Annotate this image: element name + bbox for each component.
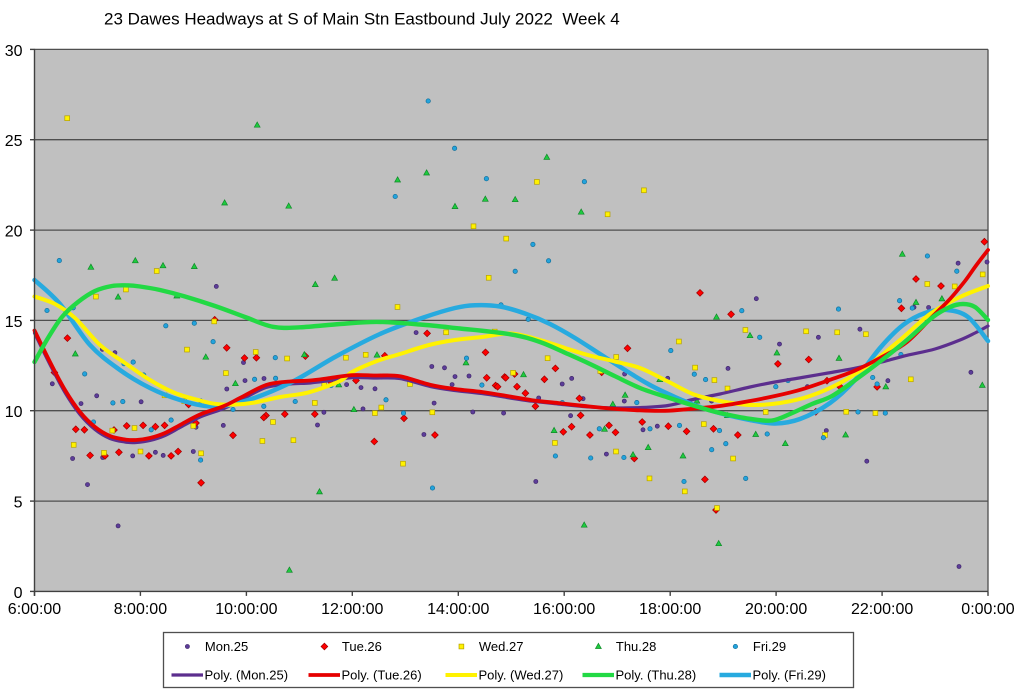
svg-text:0: 0 — [14, 585, 23, 602]
svg-text:Poly. (Wed.27): Poly. (Wed.27) — [479, 668, 564, 683]
svg-text:23 Dawes Headways at S of Main: 23 Dawes Headways at S of Main Stn Eastb… — [104, 10, 620, 29]
svg-text:Tue.26: Tue.26 — [342, 639, 382, 654]
svg-text:22:00:00: 22:00:00 — [851, 601, 913, 618]
svg-text:Poly. (Tue.26): Poly. (Tue.26) — [342, 668, 422, 683]
svg-text:Poly. (Mon.25): Poly. (Mon.25) — [205, 668, 289, 683]
svg-text:Fri.29: Fri.29 — [753, 639, 786, 654]
svg-text:18:00:00: 18:00:00 — [639, 601, 701, 618]
svg-text:14:00:00: 14:00:00 — [427, 601, 489, 618]
svg-text:15: 15 — [5, 314, 23, 331]
svg-text:20: 20 — [5, 224, 23, 241]
svg-text:Mon.25: Mon.25 — [205, 639, 248, 654]
svg-text:5: 5 — [14, 495, 23, 512]
svg-text:Poly. (Fri.29): Poly. (Fri.29) — [753, 668, 826, 683]
svg-text:12:00:00: 12:00:00 — [321, 601, 383, 618]
svg-text:30: 30 — [5, 43, 23, 60]
svg-text:25: 25 — [5, 133, 23, 150]
svg-text:8:00:00: 8:00:00 — [114, 601, 167, 618]
svg-text:Wed.27: Wed.27 — [479, 639, 524, 654]
svg-text:Thu.28: Thu.28 — [616, 639, 656, 654]
svg-text:10: 10 — [5, 404, 23, 421]
svg-text:10:00:00: 10:00:00 — [215, 601, 277, 618]
svg-text:16:00:00: 16:00:00 — [533, 601, 595, 618]
svg-text:6:00:00: 6:00:00 — [8, 601, 61, 618]
svg-text:0:00:00: 0:00:00 — [961, 601, 1014, 618]
svg-text:Poly. (Thu.28): Poly. (Thu.28) — [616, 668, 697, 683]
svg-text:20:00:00: 20:00:00 — [745, 601, 807, 618]
